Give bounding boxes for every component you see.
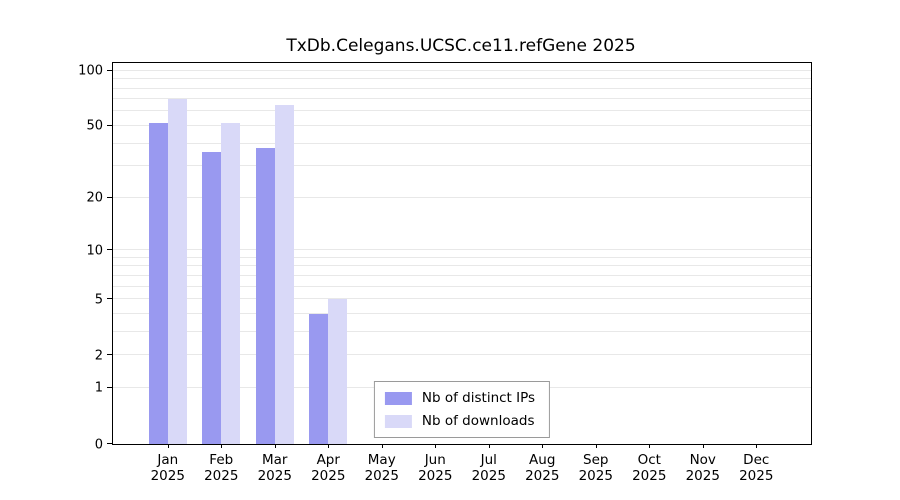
gridline	[113, 298, 811, 300]
x-axis-tick-label-mar: Mar 2025	[257, 452, 292, 485]
y-axis-tick-label: 0	[94, 437, 103, 452]
gridline	[113, 110, 811, 112]
y-axis-tick-label: 10	[86, 243, 103, 259]
gridline	[113, 274, 811, 276]
gridline	[113, 124, 811, 126]
legend-item-distinct-ips: Nb of distinct IPs	[384, 390, 536, 406]
y-axis-tick	[107, 386, 113, 388]
x-axis-tick-label-jun: Jun 2025	[418, 452, 453, 485]
chart-title: TxDb.Celegans.UCSC.ce11.refGene 2025	[286, 36, 636, 56]
x-axis-tick-label-may: May 2025	[364, 452, 399, 485]
bar-distinct-ips-jan	[148, 122, 168, 444]
bar-downloads-jan	[167, 99, 187, 444]
y-axis-tick-label: 5	[94, 292, 103, 308]
legend-swatch-downloads	[384, 414, 412, 428]
gridline	[113, 249, 811, 251]
x-axis-tick	[702, 444, 704, 448]
gridline	[113, 265, 811, 267]
y-axis-tick-label: 50	[86, 118, 103, 134]
x-axis-tick-label-dec: Dec 2025	[739, 452, 774, 485]
x-axis-tick	[435, 444, 437, 448]
x-axis-tick-label-feb: Feb 2025	[204, 452, 239, 485]
legend: Nb of distinct IPs Nb of downloads	[373, 381, 551, 438]
x-axis-tick	[649, 444, 651, 448]
gridline	[113, 330, 811, 332]
legend-label-distinct-ips: Nb of distinct IPs	[421, 390, 536, 406]
x-axis-tick	[221, 444, 223, 448]
bar-distinct-ips-apr	[309, 313, 329, 444]
x-axis-tick-label-oct: Oct 2025	[632, 452, 667, 485]
legend-item-downloads: Nb of downloads	[384, 413, 535, 429]
bar-distinct-ips-feb	[202, 151, 222, 444]
x-axis-tick	[488, 444, 490, 448]
y-axis-tick	[107, 69, 113, 71]
y-axis-tick	[107, 298, 113, 300]
x-axis-tick	[328, 444, 330, 448]
legend-swatch-distinct-ips	[384, 391, 412, 405]
gridline	[113, 354, 811, 356]
gridline	[113, 69, 811, 71]
y-axis-tick-label: 100	[78, 63, 103, 79]
bar-downloads-feb	[221, 122, 241, 444]
y-axis-tick-label: 2	[94, 348, 103, 364]
x-axis-tick	[595, 444, 597, 448]
x-axis-tick-label-jul: Jul 2025	[471, 452, 506, 485]
gridline	[113, 285, 811, 287]
y-axis-tick	[107, 354, 113, 356]
gridline	[113, 256, 811, 258]
bar-downloads-mar	[274, 105, 294, 444]
bar-downloads-apr	[328, 299, 348, 444]
x-axis-tick	[542, 444, 544, 448]
gridline	[113, 98, 811, 100]
y-axis-tick-label: 20	[86, 190, 103, 206]
x-axis-tick-label-sep: Sep 2025	[578, 452, 613, 485]
gridline	[113, 78, 811, 80]
y-axis-tick	[107, 249, 113, 251]
plot-area: Nb of distinct IPs Nb of downloads 0 1 2 5 1…	[78, 62, 812, 484]
x-axis-tick-label-jan: Jan 2025	[150, 452, 185, 485]
x-axis-tick-label-apr: Apr 2025	[311, 452, 346, 485]
bar-distinct-ips-mar	[255, 147, 275, 444]
gridline	[113, 142, 811, 144]
x-axis-tick	[274, 444, 276, 448]
gridline	[113, 87, 811, 89]
x-axis-tick	[756, 444, 758, 448]
y-axis-tick	[107, 196, 113, 198]
x-axis-tick-label-nov: Nov 2025	[685, 452, 720, 485]
gridline	[113, 312, 811, 314]
y-axis-tick-label: 1	[94, 380, 103, 396]
y-axis-tick	[107, 124, 113, 126]
gridline	[113, 165, 811, 167]
legend-label-downloads: Nb of downloads	[421, 413, 535, 429]
y-axis-tick	[107, 443, 113, 444]
x-axis-tick	[167, 444, 169, 448]
x-axis-tick	[381, 444, 383, 448]
gridline	[113, 196, 811, 198]
x-axis-tick-label-aug: Aug 2025	[525, 452, 560, 485]
